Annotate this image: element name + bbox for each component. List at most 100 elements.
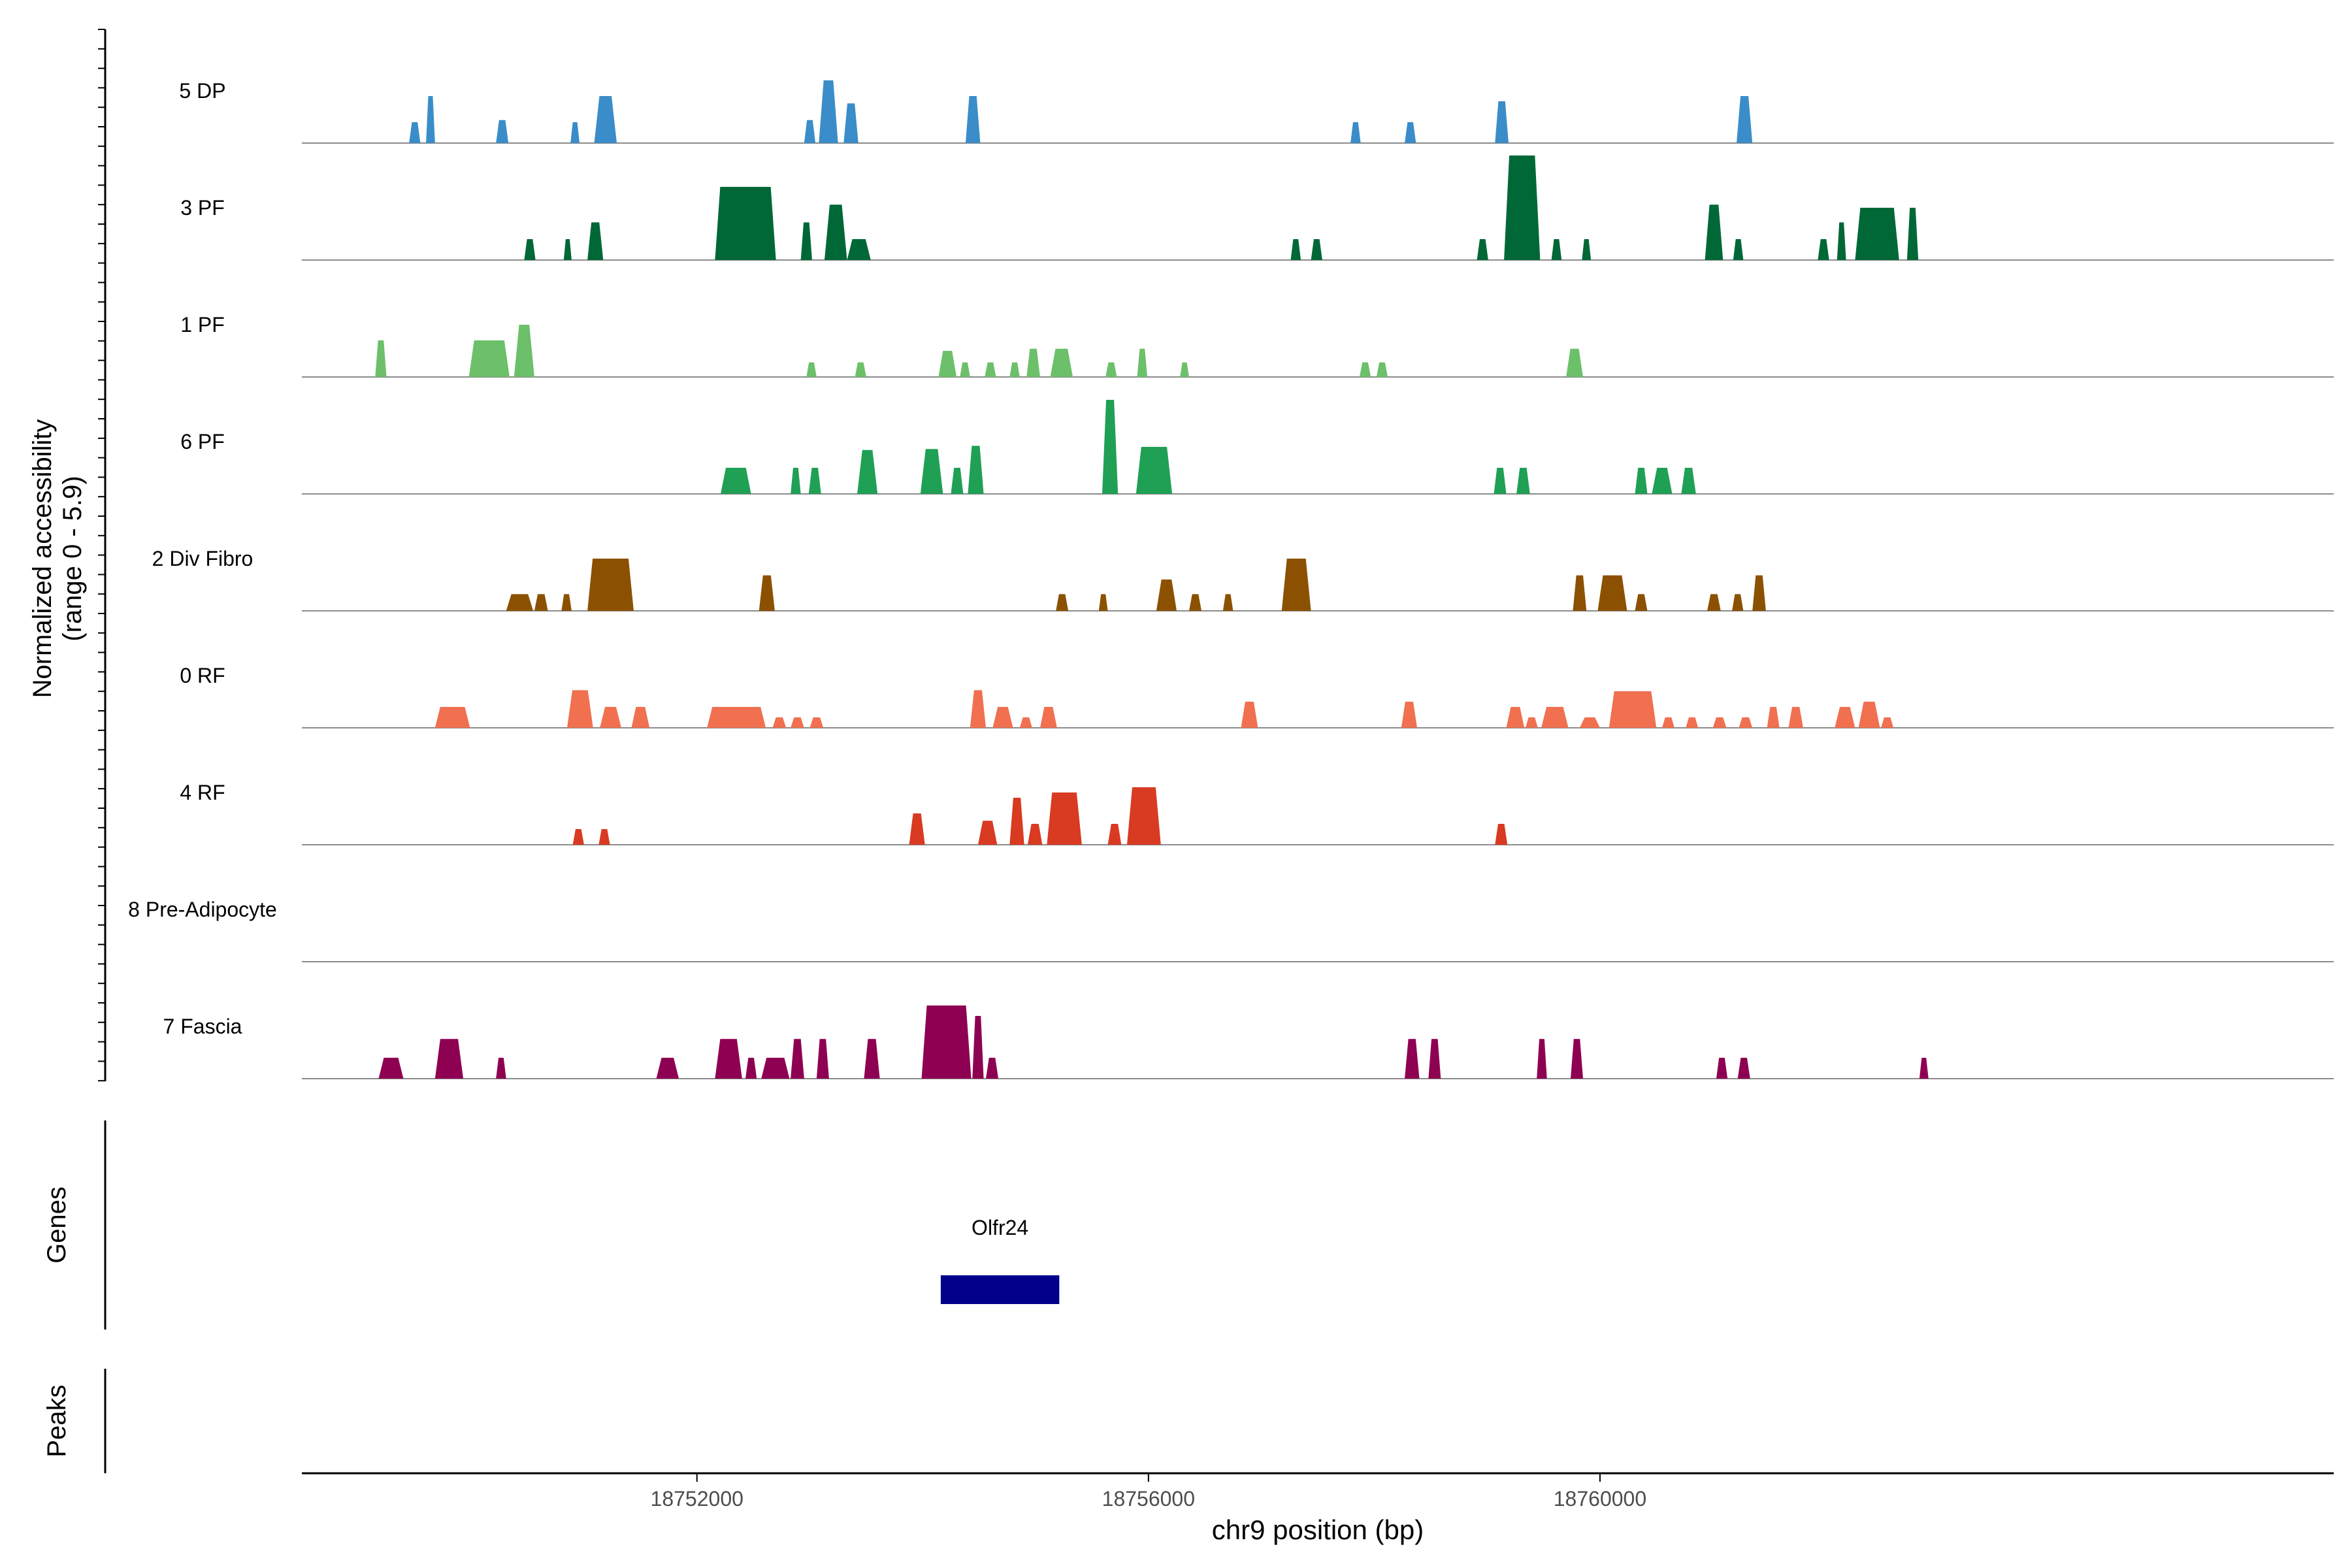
accessibility-peak xyxy=(1707,594,1721,611)
track-label: 3 PF xyxy=(180,196,225,220)
accessibility-peak xyxy=(1739,717,1753,728)
x-axis-ticks: 18752000 18756000 18760000 xyxy=(651,1473,1646,1511)
accessibility-peak xyxy=(1919,1058,1929,1079)
accessibility-peak xyxy=(985,362,996,377)
accessibility-peak xyxy=(1098,594,1108,611)
accessibility-peak xyxy=(920,449,943,494)
accessibility-peak xyxy=(824,204,847,260)
accessibility-peak xyxy=(1737,1058,1750,1079)
accessibility-peak xyxy=(951,468,964,494)
accessibility-peak xyxy=(806,362,817,377)
accessibility-peak xyxy=(1635,594,1648,611)
accessibility-peak xyxy=(1047,792,1082,845)
accessibility-peak xyxy=(1135,447,1173,494)
accessibility-peak xyxy=(1818,239,1829,260)
accessibility-peak xyxy=(1733,239,1744,260)
accessibility-peak xyxy=(1222,594,1233,611)
accessibility-peak xyxy=(514,325,534,377)
accessibility-peak xyxy=(570,122,580,143)
track-7-fascia: 7 Fascia xyxy=(163,1005,2334,1079)
accessibility-peak xyxy=(1737,96,1753,143)
accessibility-peak xyxy=(791,468,801,494)
accessibility-peak xyxy=(572,829,584,845)
track-label: 0 RF xyxy=(180,664,225,687)
accessibility-peak xyxy=(1311,239,1322,260)
accessibility-peak xyxy=(745,1058,757,1079)
accessibility-peak xyxy=(426,96,435,143)
accessibility-peak xyxy=(434,1039,464,1079)
peaks-panel-title: Peaks xyxy=(42,1384,71,1457)
track-0-rf: 0 RF xyxy=(180,664,2334,728)
accessibility-peak xyxy=(1127,787,1161,845)
accessibility-peak xyxy=(1477,239,1488,260)
accessibility-peak xyxy=(409,122,421,143)
accessibility-peak xyxy=(772,717,787,728)
accessibility-peak xyxy=(496,120,509,143)
accessibility-peak xyxy=(1835,707,1855,728)
accessibility-peak xyxy=(506,594,534,611)
accessibility-peak xyxy=(938,351,957,377)
y-axis-title-line2: (range 0 - 5.9) xyxy=(58,476,87,641)
accessibility-peak xyxy=(1241,702,1258,728)
accessibility-peak xyxy=(1579,717,1600,728)
accessibility-peak xyxy=(707,707,766,728)
accessibility-peak xyxy=(809,717,824,728)
accessibility-peak xyxy=(1652,468,1673,494)
track-label: 6 PF xyxy=(180,430,225,453)
accessibility-peak xyxy=(1551,239,1562,260)
accessibility-peak xyxy=(1582,239,1592,260)
track-1-pf: 1 PF xyxy=(180,313,2334,378)
track-label: 4 RF xyxy=(180,781,225,804)
accessibility-peak xyxy=(1495,824,1508,845)
accessibility-peak xyxy=(631,707,650,728)
accessibility-peak xyxy=(534,594,548,611)
accessibility-peak xyxy=(378,1058,404,1079)
accessibility-peak xyxy=(1405,1039,1420,1079)
accessibility-peak xyxy=(1050,348,1073,377)
accessibility-peak xyxy=(808,468,821,494)
accessibility-peak xyxy=(977,821,998,845)
accessibility-peak xyxy=(1705,204,1723,260)
accessibility-peak xyxy=(1525,717,1538,728)
genes-panel-title: Genes xyxy=(42,1186,71,1264)
accessibility-peak xyxy=(965,96,981,143)
accessibility-peak xyxy=(761,1058,790,1079)
accessibility-peak xyxy=(715,187,776,260)
accessibility-peak xyxy=(1401,702,1418,728)
accessibility-peak xyxy=(375,340,387,377)
accessibility-peak xyxy=(1571,1039,1584,1079)
x-tick-label: 18752000 xyxy=(651,1487,743,1511)
track-label: 2 Div Fibro xyxy=(152,547,253,570)
accessibility-peak xyxy=(847,239,871,260)
accessibility-peak xyxy=(1661,717,1674,728)
accessibility-peak xyxy=(1039,707,1057,728)
accessibility-peak xyxy=(1516,468,1530,494)
accessibility-peak xyxy=(1027,824,1043,845)
accessibility-peak xyxy=(1180,362,1190,377)
accessibility-peak xyxy=(563,239,572,260)
accessibility-peak xyxy=(1495,101,1509,143)
y-axis-title-line1: Normalized accessibility xyxy=(28,419,57,698)
accessibility-peak xyxy=(1767,707,1780,728)
accessibility-peak xyxy=(1428,1039,1441,1079)
accessibility-peak xyxy=(468,340,510,377)
accessibility-peak xyxy=(791,717,804,728)
accessibility-peak xyxy=(1056,594,1069,611)
accessibility-peak xyxy=(1137,348,1148,377)
accessibility-peak xyxy=(1609,691,1657,728)
accessibility-peak xyxy=(600,707,621,728)
accessibility-peak xyxy=(1350,122,1361,143)
accessibility-peak xyxy=(986,1058,999,1079)
accessibility-peak xyxy=(1635,468,1648,494)
accessibility-peak xyxy=(1290,239,1301,260)
accessibility-peak xyxy=(1504,155,1541,260)
accessibility-peak xyxy=(972,1016,984,1079)
accessibility-tracks: 5 DP 3 PF 1 PF 6 PF 2 Div Fibro 0 RF 4 RF 8 Pre… xyxy=(128,79,2334,1079)
accessibility-peak xyxy=(968,446,984,494)
track-label: 5 DP xyxy=(179,79,225,103)
accessibility-peak xyxy=(1359,362,1371,377)
accessibility-peak xyxy=(594,96,617,143)
accessibility-peak xyxy=(1189,594,1202,611)
accessibility-peak xyxy=(1858,702,1880,728)
accessibility-peak xyxy=(960,362,970,377)
